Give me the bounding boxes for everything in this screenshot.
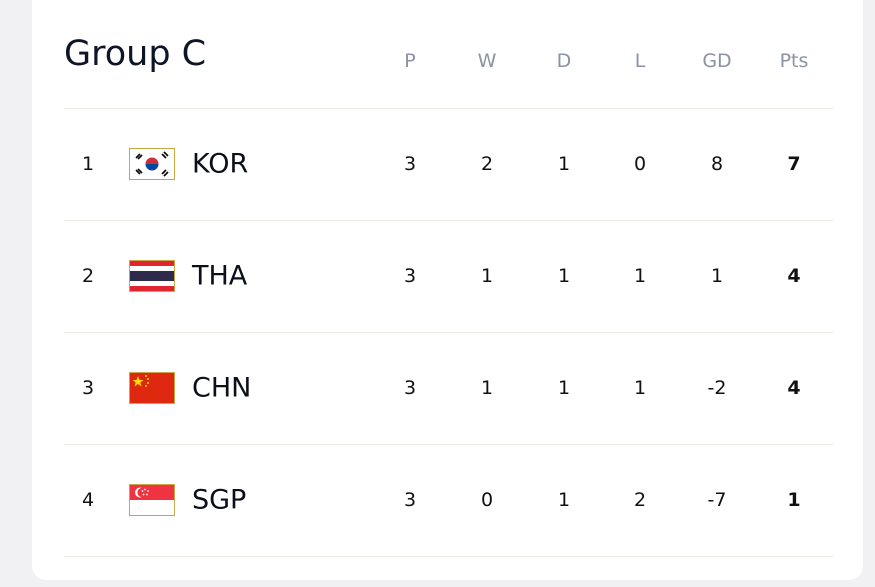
stat-cell: 0	[633, 153, 647, 175]
stat-cell: 7	[787, 153, 801, 175]
stat-cell: 1	[557, 153, 571, 175]
stat-cell: 1	[633, 265, 647, 287]
stat-cell: 1	[633, 377, 647, 399]
flag-kor	[129, 148, 175, 180]
column-header: L	[634, 50, 646, 72]
stat-cell: 1	[557, 265, 571, 287]
stat-cell: 4	[787, 377, 801, 399]
stat-cell: -2	[707, 377, 727, 399]
rank: 1	[81, 153, 95, 175]
separator	[64, 444, 833, 445]
rank: 2	[81, 265, 95, 287]
stat-cell: 1	[710, 265, 724, 287]
separator	[64, 556, 833, 557]
group-title: Group C	[64, 34, 207, 74]
stat-cell: 2	[480, 153, 494, 175]
team-code: CHN	[192, 372, 252, 404]
separator	[64, 220, 833, 221]
stat-cell: 3	[403, 265, 417, 287]
team-code: SGP	[192, 484, 247, 516]
stat-cell: 2	[633, 489, 647, 511]
column-header: GD	[702, 50, 732, 72]
column-header: Pts	[779, 50, 809, 72]
column-header: P	[404, 50, 416, 72]
stat-cell: 8	[710, 153, 724, 175]
separator	[64, 332, 833, 333]
stat-cell: 0	[480, 489, 494, 511]
stat-cell: -7	[707, 489, 727, 511]
rank: 3	[81, 377, 95, 399]
rank: 4	[81, 489, 95, 511]
stat-cell: 1	[557, 377, 571, 399]
flag-sgp	[129, 484, 175, 516]
flag-tha	[129, 260, 175, 292]
column-header: W	[477, 50, 497, 72]
team-code: THA	[192, 260, 248, 292]
column-header: D	[556, 50, 572, 72]
stat-cell: 3	[403, 377, 417, 399]
stat-cell: 1	[557, 489, 571, 511]
team-code: KOR	[192, 148, 249, 180]
stat-cell: 1	[787, 489, 801, 511]
stat-cell: 4	[787, 265, 801, 287]
stat-cell: 3	[403, 489, 417, 511]
stat-cell: 1	[480, 377, 494, 399]
stat-cell: 3	[403, 153, 417, 175]
separator	[64, 108, 833, 109]
flag-chn	[129, 372, 175, 404]
stat-cell: 1	[480, 265, 494, 287]
